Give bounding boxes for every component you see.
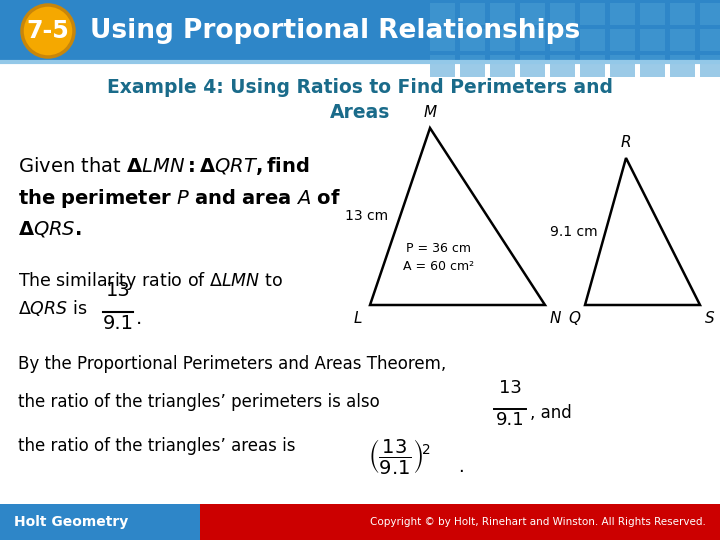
Text: $\left(\dfrac{13}{9.1}\right)^{\!2}$: $\left(\dfrac{13}{9.1}\right)^{\!2}$: [368, 437, 431, 476]
FancyBboxPatch shape: [670, 55, 695, 77]
Text: R: R: [621, 135, 631, 150]
FancyBboxPatch shape: [200, 504, 720, 540]
FancyBboxPatch shape: [520, 55, 545, 77]
Text: The similarity ratio of $\Delta \mathit{LMN}$ to: The similarity ratio of $\Delta \mathit{…: [18, 270, 283, 292]
FancyBboxPatch shape: [670, 29, 695, 51]
Text: S: S: [705, 311, 715, 326]
FancyBboxPatch shape: [550, 29, 575, 51]
FancyBboxPatch shape: [490, 29, 515, 51]
FancyBboxPatch shape: [520, 29, 545, 51]
FancyBboxPatch shape: [700, 3, 720, 25]
FancyBboxPatch shape: [490, 55, 515, 77]
Text: Copyright © by Holt, Rinehart and Winston. All Rights Reserved.: Copyright © by Holt, Rinehart and Winsto…: [370, 517, 706, 527]
FancyBboxPatch shape: [460, 55, 485, 77]
Text: 13: 13: [106, 281, 130, 300]
FancyBboxPatch shape: [700, 29, 720, 51]
Text: 9.1: 9.1: [495, 411, 524, 429]
Text: N: N: [550, 311, 562, 326]
Text: 7-5: 7-5: [27, 19, 69, 43]
FancyBboxPatch shape: [490, 3, 515, 25]
Text: L: L: [354, 311, 362, 326]
FancyBboxPatch shape: [580, 29, 605, 51]
Text: $\mathbf{\Delta}$$\mathbf{\it{QRS}}$$\mathbf{.}$: $\mathbf{\Delta}$$\mathbf{\it{QRS}}$$\ma…: [18, 219, 82, 239]
FancyBboxPatch shape: [460, 29, 485, 51]
Text: $\Delta \mathit{QRS}$ is: $\Delta \mathit{QRS}$ is: [18, 298, 87, 318]
Text: $\mathbf{the\ perimeter\ }$$\mathbf{\it{P}}$$\mathbf{\ and\ area\ }$$\mathbf{\it: $\mathbf{the\ perimeter\ }$$\mathbf{\it{…: [18, 187, 341, 210]
Text: .: .: [458, 458, 464, 476]
FancyBboxPatch shape: [640, 29, 665, 51]
Text: Using Proportional Relationships: Using Proportional Relationships: [90, 18, 580, 44]
Text: the ratio of the triangles’ perimeters is also: the ratio of the triangles’ perimeters i…: [18, 393, 379, 411]
FancyBboxPatch shape: [550, 3, 575, 25]
Text: M: M: [423, 105, 436, 120]
FancyBboxPatch shape: [460, 3, 485, 25]
FancyBboxPatch shape: [430, 29, 455, 51]
FancyBboxPatch shape: [670, 3, 695, 25]
FancyBboxPatch shape: [430, 3, 455, 25]
FancyBboxPatch shape: [580, 3, 605, 25]
FancyBboxPatch shape: [580, 55, 605, 77]
FancyBboxPatch shape: [610, 55, 635, 77]
Text: P = 36 cm: P = 36 cm: [406, 241, 471, 254]
FancyBboxPatch shape: [610, 29, 635, 51]
Text: the ratio of the triangles’ areas is: the ratio of the triangles’ areas is: [18, 437, 295, 455]
Text: By the Proportional Perimeters and Areas Theorem,: By the Proportional Perimeters and Areas…: [18, 355, 446, 373]
Text: 9.1: 9.1: [102, 314, 133, 333]
FancyBboxPatch shape: [520, 3, 545, 25]
FancyBboxPatch shape: [610, 3, 635, 25]
Circle shape: [22, 5, 74, 57]
FancyBboxPatch shape: [550, 55, 575, 77]
Text: , and: , and: [530, 404, 572, 422]
Text: 13: 13: [498, 379, 521, 397]
Text: Holt Geometry: Holt Geometry: [14, 515, 128, 529]
Text: 9.1 cm: 9.1 cm: [550, 225, 598, 239]
Text: 13 cm: 13 cm: [345, 210, 388, 224]
FancyBboxPatch shape: [0, 0, 720, 62]
Text: A = 60 cm²: A = 60 cm²: [402, 260, 474, 273]
FancyBboxPatch shape: [640, 3, 665, 25]
FancyBboxPatch shape: [430, 55, 455, 77]
FancyBboxPatch shape: [700, 55, 720, 77]
Text: Q: Q: [568, 311, 580, 326]
Text: Example 4: Using Ratios to Find Perimeters and
Areas: Example 4: Using Ratios to Find Perimete…: [107, 78, 613, 122]
FancyBboxPatch shape: [640, 55, 665, 77]
Text: Given that $\mathbf{\Delta}$$\mathbf{\it{LMN}}$$\mathbf{:\Delta}$$\mathbf{\it{QR: Given that $\mathbf{\Delta}$$\mathbf{\it…: [18, 155, 310, 177]
Text: .: .: [136, 308, 143, 327]
FancyBboxPatch shape: [0, 504, 720, 540]
